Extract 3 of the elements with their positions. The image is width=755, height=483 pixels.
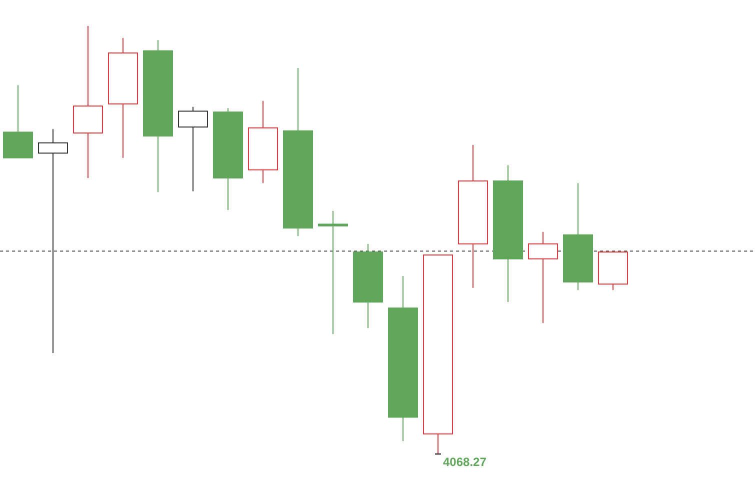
candlestick xyxy=(318,210,348,335)
text: 4068.27 xyxy=(443,455,487,469)
candlestick xyxy=(38,128,68,354)
